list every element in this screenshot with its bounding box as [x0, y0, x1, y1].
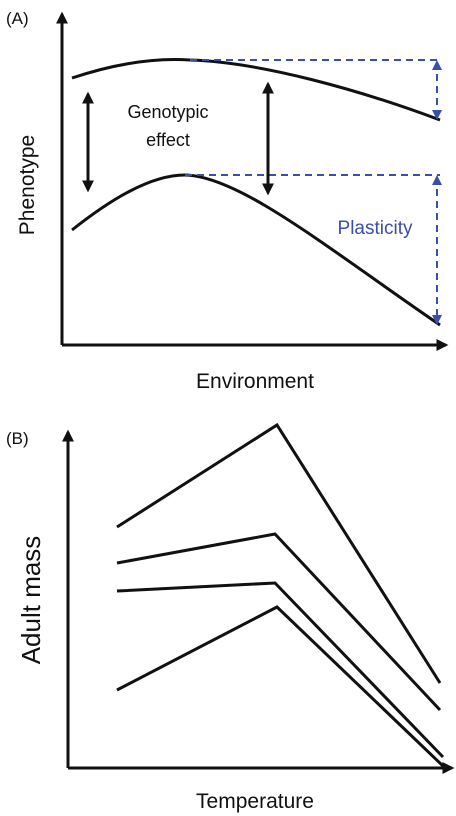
line — [116, 605, 445, 768]
panel-a: (A) Genotypic effect Plasticity Phenotyp… — [6, 9, 449, 393]
curve — [71, 173, 441, 327]
reference-line — [185, 59, 440, 176]
annotation: Plasticity — [338, 218, 413, 239]
line — [116, 581, 445, 759]
annotation: Genotypic — [127, 102, 208, 122]
panel-b: (B) Adult mass Temperature — [6, 422, 455, 813]
y-axis-label: Adult mass — [16, 536, 46, 665]
x-axis-label: Temperature — [196, 790, 314, 813]
y-axis-label: Phenotype — [16, 135, 39, 235]
x-axis-label: Environment — [196, 370, 314, 393]
panel-label: (A) — [6, 9, 29, 28]
annotation: effect — [146, 130, 190, 150]
line — [116, 422, 442, 684]
line — [116, 532, 442, 712]
curve — [71, 58, 441, 122]
panel-label: (B) — [6, 429, 29, 448]
